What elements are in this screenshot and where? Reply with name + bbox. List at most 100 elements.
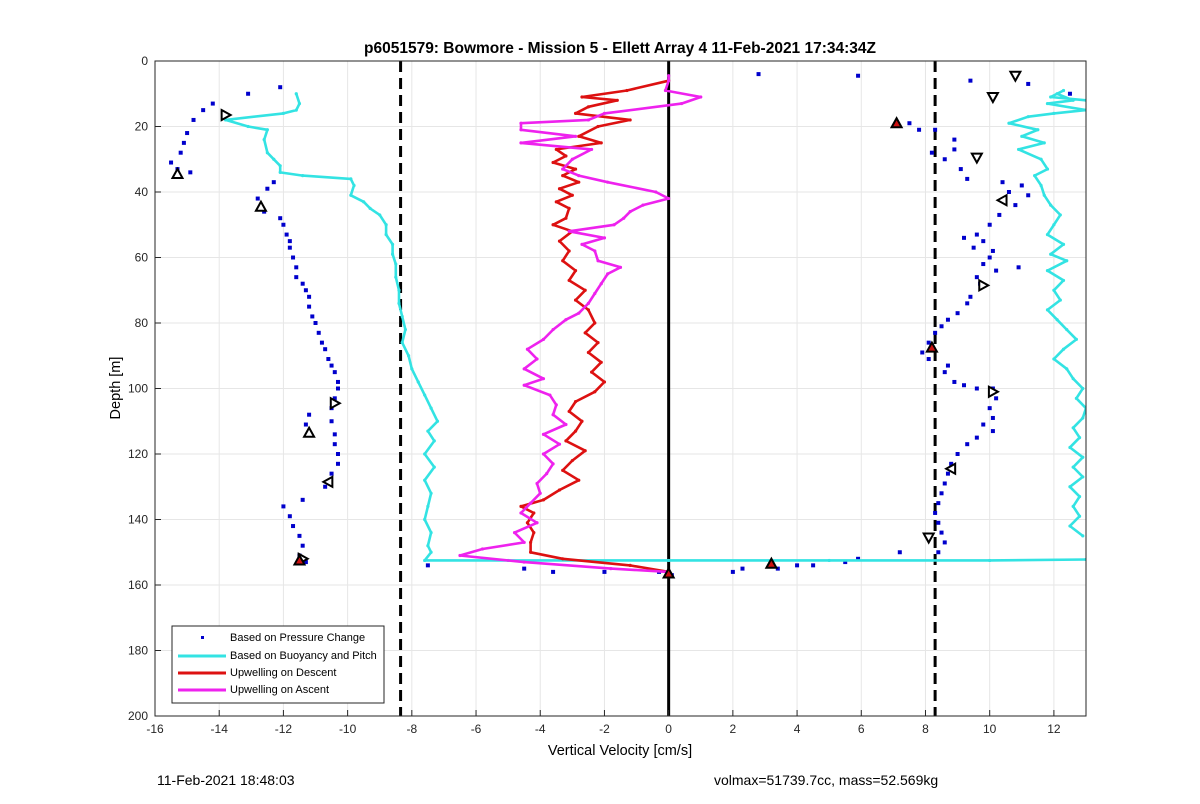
pressure-change-point: [994, 396, 999, 401]
pressure-change-point: [1006, 190, 1011, 194]
pressure-change-point: [939, 530, 944, 535]
series-point-based-on-buoyancy-and-pitch: [390, 252, 395, 256]
series-point-upwelling-on-ascent: [606, 180, 610, 184]
marker-tri-down: [1008, 70, 1023, 83]
series-point-upwelling-on-descent: [599, 360, 603, 364]
y-tick-label: 40: [135, 185, 149, 199]
series-point-upwelling-on-descent: [554, 200, 558, 204]
series-point-upwelling-on-descent: [580, 419, 584, 423]
x-axis-label: Vertical Velocity [cm/s]: [548, 743, 692, 759]
series-point-upwelling-on-ascent: [567, 229, 571, 233]
series-point-upwelling-on-ascent: [519, 511, 523, 515]
marker-tri-down: [986, 92, 1000, 105]
pressure-change-point: [332, 442, 337, 447]
series-point-upwelling-on-ascent: [525, 347, 530, 351]
pressure-change-point: [284, 232, 289, 237]
pressure-change-point: [181, 140, 186, 145]
series-point-based-on-buoyancy-and-pitch: [426, 504, 430, 508]
series-point-upwelling-on-ascent: [699, 95, 703, 99]
pressure-change-point: [300, 543, 305, 548]
series-point-upwelling-on-ascent: [480, 547, 485, 551]
series-point-series-2: [1049, 252, 1053, 256]
pressure-change-point: [942, 157, 947, 162]
pressure-change-point: [933, 127, 938, 132]
pressure-change-point: [965, 301, 970, 306]
series-point-upwelling-on-descent: [593, 390, 597, 394]
series-point-based-on-buoyancy-and-pitch: [432, 465, 436, 469]
pressure-change-point: [303, 560, 308, 565]
series-point-based-on-buoyancy-and-pitch: [294, 92, 298, 96]
pressure-change-point: [178, 150, 183, 155]
pressure-change-point: [949, 461, 954, 466]
pressure-change-point: [294, 265, 299, 270]
series-point-upwelling-on-ascent: [593, 249, 597, 253]
pressure-change-point: [169, 160, 174, 165]
y-tick-label: 120: [128, 447, 148, 461]
series-point-series-2: [1016, 147, 1021, 152]
pressure-change-point: [971, 245, 976, 250]
marker-tri-up-filled: [925, 340, 939, 353]
marker-tri-right: [220, 108, 233, 122]
pressure-change-point: [323, 347, 328, 352]
pressure-change-point: [933, 330, 938, 335]
pressure-change-point: [994, 268, 999, 273]
pressure-change-point: [974, 275, 979, 280]
series-point-based-on-buoyancy-and-pitch: [384, 232, 388, 237]
pressure-change-point: [332, 396, 337, 401]
series-point-based-on-buoyancy-and-pitch: [429, 406, 433, 410]
marker-tri-up: [254, 199, 268, 212]
pressure-change-point: [1016, 265, 1021, 270]
series-point-series-2: [1065, 259, 1069, 263]
series-point-upwelling-on-ascent: [512, 531, 517, 535]
y-tick-label: 180: [128, 644, 148, 658]
pressure-change-point: [335, 379, 340, 384]
pressure-change-point: [201, 108, 206, 113]
x-tick-label: -16: [146, 722, 164, 736]
x-axis-ticks: -16 -14 -12 -10 -8 -6 -4 -2 0 2 4 6 8 10 12: [146, 710, 1061, 736]
series-point-upwelling-on-descent: [573, 269, 578, 273]
x-tick-label: 2: [730, 722, 737, 736]
pressure-change-point: [303, 288, 308, 293]
series-point-upwelling-on-ascent: [609, 567, 613, 571]
pressure-change-point: [926, 340, 931, 345]
pressure-change-point: [281, 222, 286, 227]
series-point-upwelling-on-ascent: [535, 521, 539, 525]
series-point-upwelling-on-descent: [570, 458, 574, 463]
series-point-upwelling-on-ascent: [596, 259, 600, 263]
pressure-change-point: [332, 432, 337, 437]
series-point-upwelling-on-descent: [625, 88, 629, 93]
series-point-upwelling-on-ascent: [573, 134, 578, 138]
y-tick-label: 140: [128, 513, 148, 527]
pressure-change-point: [265, 186, 270, 191]
series-point-upwelling-on-descent: [583, 288, 587, 292]
x-tick-label: -14: [211, 722, 229, 736]
series-point-series-2: [1026, 115, 1030, 119]
series-point-based-on-buoyancy-and-pitch: [400, 314, 404, 319]
series-point-based-on-buoyancy-and-pitch: [403, 327, 408, 332]
pressure-change-point: [952, 147, 957, 152]
series-point-series-2: [1065, 367, 1069, 371]
series-point-based-on-buoyancy-and-pitch: [397, 301, 401, 305]
series-point-series-2: [1052, 111, 1056, 115]
pressure-change-point: [291, 524, 296, 529]
series-point-series-2: [1036, 128, 1040, 132]
series-point-based-on-buoyancy-and-pitch: [297, 101, 302, 106]
series-point-series-2: [1081, 386, 1085, 391]
series-point-upwelling-on-descent: [551, 223, 555, 227]
series-point-based-on-buoyancy-and-pitch: [435, 419, 440, 423]
pressure-change-point: [917, 127, 922, 132]
y-axis-label: Depth [m]: [108, 357, 124, 420]
legend-swatch-pressure: [201, 636, 204, 639]
pressure-change-point: [1000, 180, 1005, 185]
marker-tri-left: [944, 462, 957, 476]
series-point-upwelling-on-descent: [596, 124, 600, 129]
series-point-upwelling-on-ascent: [545, 472, 549, 476]
legend-item-ascent: Upwelling on Ascent: [178, 684, 329, 696]
series-point-upwelling-on-descent: [554, 147, 558, 152]
pressure-change-point: [300, 281, 305, 286]
pressure-change-point: [313, 321, 318, 325]
series-point-based-on-buoyancy-and-pitch: [281, 111, 286, 115]
series-point-upwelling-on-ascent: [551, 327, 555, 332]
pressure-change-point: [926, 357, 931, 362]
